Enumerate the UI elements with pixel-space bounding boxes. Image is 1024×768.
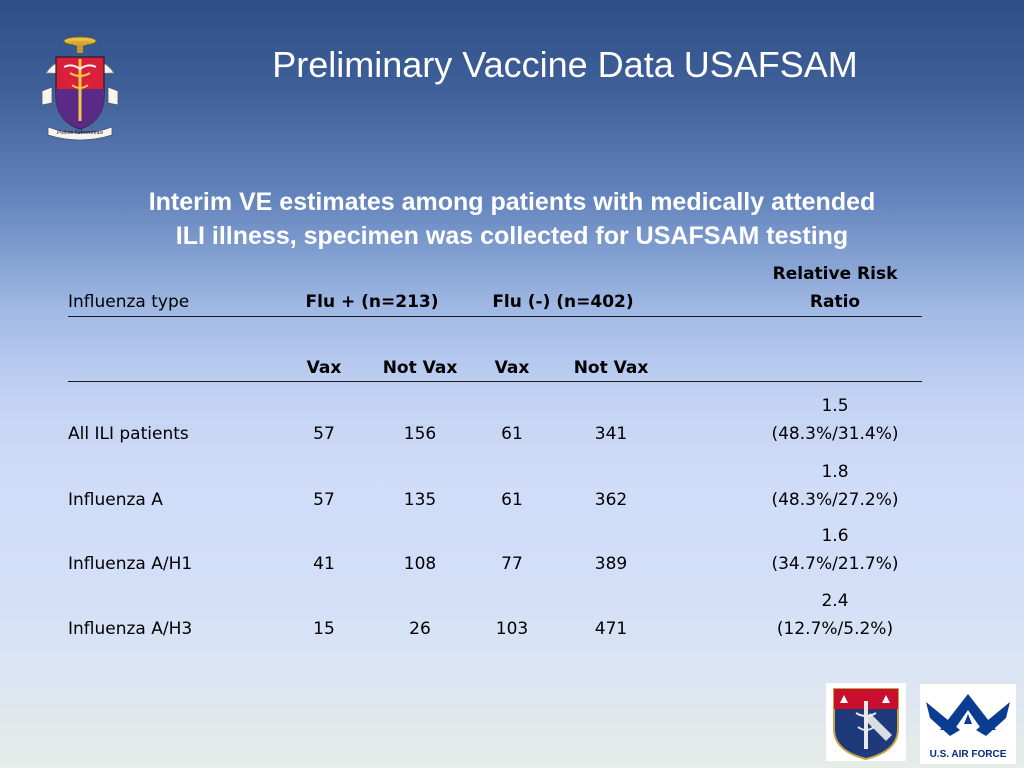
- cell-pos-vax: 57: [313, 424, 335, 444]
- rr-value: 1.6: [821, 526, 849, 546]
- cell-neg-vax: 61: [501, 424, 523, 444]
- us-air-force-logo: U.S. AIR FORCE: [920, 684, 1016, 764]
- subheader-notvax-neg: Not Vax: [573, 358, 649, 378]
- cell-pos-notvax: 135: [403, 490, 437, 510]
- cell-relative-risk: 1.8 (48.3%/27.2%): [758, 458, 912, 514]
- usafsam-crest-logo: Potens Subvenimus: [38, 33, 122, 141]
- subtitle-line-1: Interim VE estimates among patients with…: [148, 188, 876, 216]
- rr-percent: (12.7%/5.2%): [776, 619, 894, 639]
- cell-pos-notvax: 156: [403, 424, 437, 444]
- cell-relative-risk: 1.6 (34.7%/21.7%): [758, 522, 912, 578]
- usaf-wordmark: U.S. AIR FORCE: [929, 749, 1007, 760]
- cell-relative-risk: 1.5 (48.3%/31.4%): [758, 392, 912, 448]
- subheader-vax-pos: Vax: [306, 358, 342, 378]
- header-flu-negative: Flu (-) (n=402): [492, 292, 634, 312]
- rr-value: 1.5: [821, 396, 849, 416]
- cell-pos-vax: 41: [313, 554, 335, 574]
- human-performance-wing-logo: [826, 683, 906, 761]
- subheader-rule: [68, 381, 922, 382]
- rr-value: 2.4: [821, 591, 849, 611]
- cell-pos-notvax: 108: [403, 554, 437, 574]
- page-title: Preliminary Vaccine Data USAFSAM: [272, 44, 858, 85]
- cell-neg-notvax: 362: [594, 490, 628, 510]
- cell-neg-notvax: 389: [594, 554, 628, 574]
- row-label: Influenza A: [68, 490, 163, 510]
- cell-relative-risk: 2.4 (12.7%/5.2%): [758, 587, 912, 643]
- cell-neg-notvax: 341: [594, 424, 628, 444]
- subheader-notvax-pos: Not Vax: [382, 358, 458, 378]
- header-rule: [68, 316, 922, 317]
- rr-percent: (34.7%/21.7%): [771, 554, 899, 574]
- cell-neg-notvax: 471: [594, 619, 628, 639]
- subtitle-line-2: ILI illness, specimen was collected for …: [175, 222, 849, 250]
- header-influenza-type: Influenza type: [68, 292, 190, 312]
- header-ratio: Ratio: [809, 292, 861, 312]
- table-subtitle: Interim VE estimates among patients with…: [60, 185, 964, 253]
- rr-value: 1.8: [821, 462, 849, 482]
- header-relative-risk: Relative Risk: [772, 264, 898, 284]
- rr-percent: (48.3%/27.2%): [771, 490, 899, 510]
- subheader-vax-neg: Vax: [494, 358, 530, 378]
- svg-text:Potens Subvenimus: Potens Subvenimus: [56, 130, 104, 136]
- cell-neg-vax: 77: [501, 554, 523, 574]
- cell-pos-notvax: 26: [409, 619, 431, 639]
- row-label: Influenza A/H3: [68, 619, 193, 639]
- row-label: All ILI patients: [68, 424, 189, 444]
- rr-percent: (48.3%/31.4%): [771, 424, 899, 444]
- cell-neg-vax: 61: [501, 490, 523, 510]
- cell-pos-vax: 15: [313, 619, 335, 639]
- cell-neg-vax: 103: [495, 619, 529, 639]
- cell-pos-vax: 57: [313, 490, 335, 510]
- header-flu-positive: Flu + (n=213): [305, 292, 439, 312]
- row-label: Influenza A/H1: [68, 554, 193, 574]
